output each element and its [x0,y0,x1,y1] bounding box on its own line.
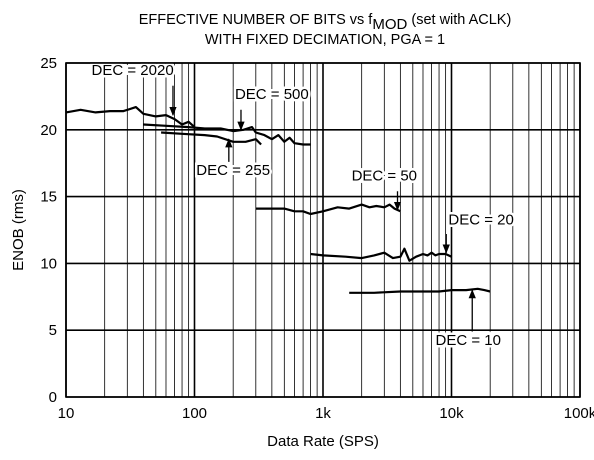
chart-title-tail: (set with ACLK) [407,12,511,28]
annotation-label-dec-50: DEC = 50 [352,168,417,185]
series-line-dec-20 [310,247,452,262]
chart-title-subscript: MOD [372,16,407,33]
y-tick-label: 20 [40,122,57,139]
chart-title-line-2: WITH FIXED DECIMATION, PGA = 1 [205,32,445,48]
y-tick-label: 0 [49,389,57,406]
chart-title-line-1: EFFECTIVE NUMBER OF BITS vs fMOD (set wi… [139,12,512,33]
y-axis-label: ENOB (rms) [10,189,27,271]
annotation-label-dec-10: DEC = 10 [436,332,501,349]
annotation-label-dec-20: DEC = 20 [448,212,513,229]
y-tick-label: 15 [40,189,57,206]
annotation-label-dec-255: DEC = 255 [196,162,270,179]
y-tick-label: 5 [49,322,57,339]
x-tick-label: 1k [315,405,331,422]
chart-title-main: EFFECTIVE NUMBER OF BITS vs f [139,12,374,28]
x-tick-label: 100 [182,405,207,422]
annotation-label-dec-500: DEC = 500 [235,86,309,103]
x-axis-label: Data Rate (SPS) [267,433,379,450]
series-line-dec-2020 [65,105,196,128]
annotation-label-dec-2020: DEC = 2020 [92,62,174,79]
x-tick-label: 100k [564,405,594,422]
series-line-dec-255 [161,131,262,146]
y-axis-ticks: 0 5 10 15 20 25 [40,55,57,406]
series-line-dec-10 [349,287,491,294]
y-tick-label: 25 [40,55,57,72]
y-tick-label: 10 [40,255,57,272]
series-line-dec-50 [255,203,401,216]
x-tick-label: 10 [58,405,75,422]
x-tick-label: 10k [439,405,464,422]
x-axis-ticks: 10 100 1k 10k 100k [58,405,594,422]
annotation-group: DEC = 2020 DEC = 500 DEC = 255 DEC = 50 DEC … [89,60,516,352]
series-line-dec-500 [143,123,311,146]
series-group [65,105,491,294]
plot-frame [65,62,581,398]
